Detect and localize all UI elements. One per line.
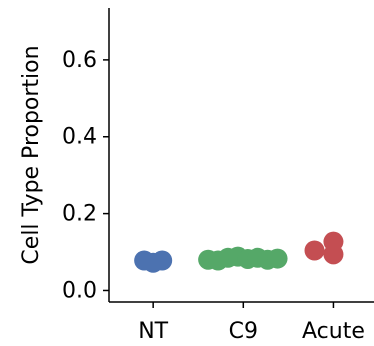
point	[323, 244, 344, 265]
x-tick-label: C9	[229, 319, 258, 344]
point	[304, 240, 325, 261]
point	[152, 250, 173, 271]
point	[267, 248, 288, 269]
x-tick-label: NT	[138, 319, 168, 344]
y-axis-label: Cell Type Proportion	[19, 45, 44, 264]
x-tick-label: Acute	[302, 319, 365, 344]
y-tick-label: 0.4	[62, 125, 97, 150]
y-tick-label: 0.6	[62, 48, 97, 73]
y-tick-label: 0.0	[62, 278, 97, 303]
y-tick-label: 0.2	[62, 202, 97, 227]
